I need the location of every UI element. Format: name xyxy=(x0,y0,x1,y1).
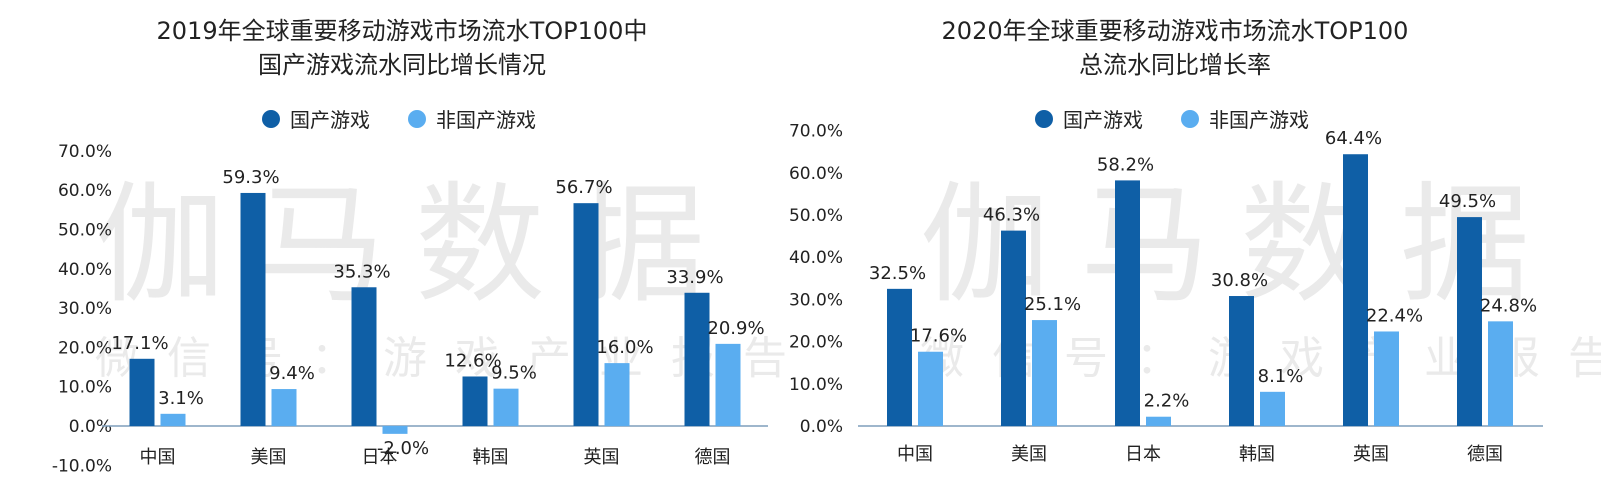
x-category-label: 德国 xyxy=(695,447,731,468)
bar-domestic-1 xyxy=(887,288,912,426)
x-category-label: 日本 xyxy=(362,447,398,468)
x-category-label: 中国 xyxy=(140,447,176,468)
chart-1-legend: 国产游戏 非国产游戏 xyxy=(262,104,574,133)
data-label-domestic-3: 35.3% xyxy=(333,261,390,282)
data-label-foreign-5: 22.4% xyxy=(1366,305,1423,326)
bar-domestic-4 xyxy=(462,376,488,426)
legend-swatch-foreign xyxy=(408,109,426,128)
data-label-foreign-6: 24.8% xyxy=(1480,295,1537,316)
y-tick-label: 60.0% xyxy=(58,181,112,201)
chart-2-title-line1: 2020年全球重要移动游戏市场流水TOP100 xyxy=(941,17,1409,45)
bar-domestic-3 xyxy=(351,287,377,426)
bar-foreign-2 xyxy=(271,389,297,426)
x-category-label: 日本 xyxy=(1125,444,1161,465)
x-category-label: 韩国 xyxy=(1239,444,1275,465)
data-label-foreign-2: 9.4% xyxy=(269,363,315,384)
data-label-domestic-6: 33.9% xyxy=(666,267,723,288)
x-category-label: 美国 xyxy=(251,447,287,468)
y-tick-label: 40.0% xyxy=(789,248,843,268)
legend-swatch-domestic xyxy=(262,109,280,128)
legend-item-foreign: 非国产游戏 xyxy=(408,104,536,133)
chart-1-title: 2019年全球重要移动游戏市场流水TOP100中 国产游戏流水同比增长情况 xyxy=(22,14,782,82)
data-label-domestic-6: 49.5% xyxy=(1439,191,1496,212)
legend-swatch-foreign xyxy=(1181,109,1199,128)
data-label-foreign-1: 3.1% xyxy=(158,388,204,409)
y-tick-label: 30.0% xyxy=(58,299,112,319)
bar-foreign-4 xyxy=(1260,391,1285,426)
legend-swatch-domestic xyxy=(1035,109,1053,128)
y-tick-label: 70.0% xyxy=(58,142,112,162)
legend-label-domestic: 国产游戏 xyxy=(1063,108,1143,132)
data-label-foreign-2: 25.1% xyxy=(1024,294,1081,315)
data-label-foreign-6: 20.9% xyxy=(707,318,764,339)
bar-foreign-6 xyxy=(1488,321,1513,426)
bar-domestic-5 xyxy=(1343,154,1368,426)
bar-foreign-3 xyxy=(382,426,408,434)
chart-1-title-line1: 2019年全球重要移动游戏市场流水TOP100中 xyxy=(156,17,648,45)
y-tick-label: 10.0% xyxy=(789,375,843,395)
data-label-domestic-2: 46.3% xyxy=(983,205,1040,226)
data-label-foreign-5: 16.0% xyxy=(596,337,653,358)
data-label-domestic-3: 58.2% xyxy=(1097,154,1154,175)
y-tick-label: 0.0% xyxy=(800,417,843,437)
data-label-domestic-1: 32.5% xyxy=(869,263,926,284)
bar-domestic-5 xyxy=(573,203,599,426)
bar-domestic-4 xyxy=(1229,296,1254,426)
y-tick-label: 20.0% xyxy=(58,338,112,358)
legend-item-foreign: 非国产游戏 xyxy=(1181,104,1309,133)
x-category-label: 英国 xyxy=(584,447,620,468)
x-category-label: 韩国 xyxy=(473,447,509,468)
legend-label-foreign: 非国产游戏 xyxy=(436,108,536,132)
data-label-foreign-3: -2.0% xyxy=(377,438,429,459)
bar-foreign-2 xyxy=(1032,320,1057,426)
y-tick-label: 20.0% xyxy=(789,333,843,353)
chart-2-legend: 国产游戏 非国产游戏 xyxy=(1035,104,1347,133)
bar-domestic-6 xyxy=(684,292,710,426)
x-category-label: 德国 xyxy=(1467,444,1503,465)
bar-foreign-1 xyxy=(160,413,186,426)
bar-domestic-2 xyxy=(1001,230,1026,426)
data-label-domestic-5: 64.4% xyxy=(1325,128,1382,149)
legend-label-domestic: 国产游戏 xyxy=(290,108,370,132)
bar-domestic-6 xyxy=(1457,217,1482,426)
y-tick-label: 70.0% xyxy=(789,122,843,142)
bar-domestic-3 xyxy=(1115,180,1140,426)
y-tick-label: 60.0% xyxy=(789,164,843,184)
y-tick-label: -10.0% xyxy=(52,456,112,476)
bar-foreign-6 xyxy=(715,343,741,426)
legend-item-domestic: 国产游戏 xyxy=(262,104,370,133)
data-label-domestic-4: 30.8% xyxy=(1211,270,1268,291)
legend-item-domestic: 国产游戏 xyxy=(1035,104,1143,133)
bar-foreign-5 xyxy=(604,363,630,426)
bar-domestic-1 xyxy=(129,358,155,426)
y-tick-label: 50.0% xyxy=(789,206,843,226)
x-category-label: 中国 xyxy=(897,444,933,465)
bar-foreign-3 xyxy=(1146,416,1171,426)
bar-foreign-1 xyxy=(918,351,943,426)
data-label-foreign-4: 9.5% xyxy=(491,363,537,384)
bar-domestic-2 xyxy=(240,192,266,426)
data-label-domestic-4: 12.6% xyxy=(444,350,501,371)
data-label-foreign-3: 2.2% xyxy=(1144,391,1190,412)
data-label-domestic-1: 17.1% xyxy=(111,333,168,354)
y-tick-label: 10.0% xyxy=(58,378,112,398)
bar-foreign-5 xyxy=(1374,331,1399,426)
y-tick-label: 0.0% xyxy=(69,417,112,437)
x-category-label: 英国 xyxy=(1353,444,1389,465)
legend-label-foreign: 非国产游戏 xyxy=(1209,108,1309,132)
bar-foreign-4 xyxy=(493,388,519,426)
y-tick-label: 30.0% xyxy=(789,290,843,310)
y-tick-label: 40.0% xyxy=(58,260,112,280)
data-label-foreign-4: 8.1% xyxy=(1258,366,1304,387)
chart-1-title-line2: 国产游戏流水同比增长情况 xyxy=(258,51,546,79)
chart-2-title: 2020年全球重要移动游戏市场流水TOP100 总流水同比增长率 xyxy=(795,14,1555,82)
x-category-label: 美国 xyxy=(1011,444,1047,465)
y-tick-label: 50.0% xyxy=(58,221,112,241)
data-label-foreign-1: 17.6% xyxy=(910,326,967,347)
chart-2-title-line2: 总流水同比增长率 xyxy=(1079,51,1271,79)
data-label-domestic-5: 56.7% xyxy=(555,177,612,198)
data-label-domestic-2: 59.3% xyxy=(222,167,279,188)
